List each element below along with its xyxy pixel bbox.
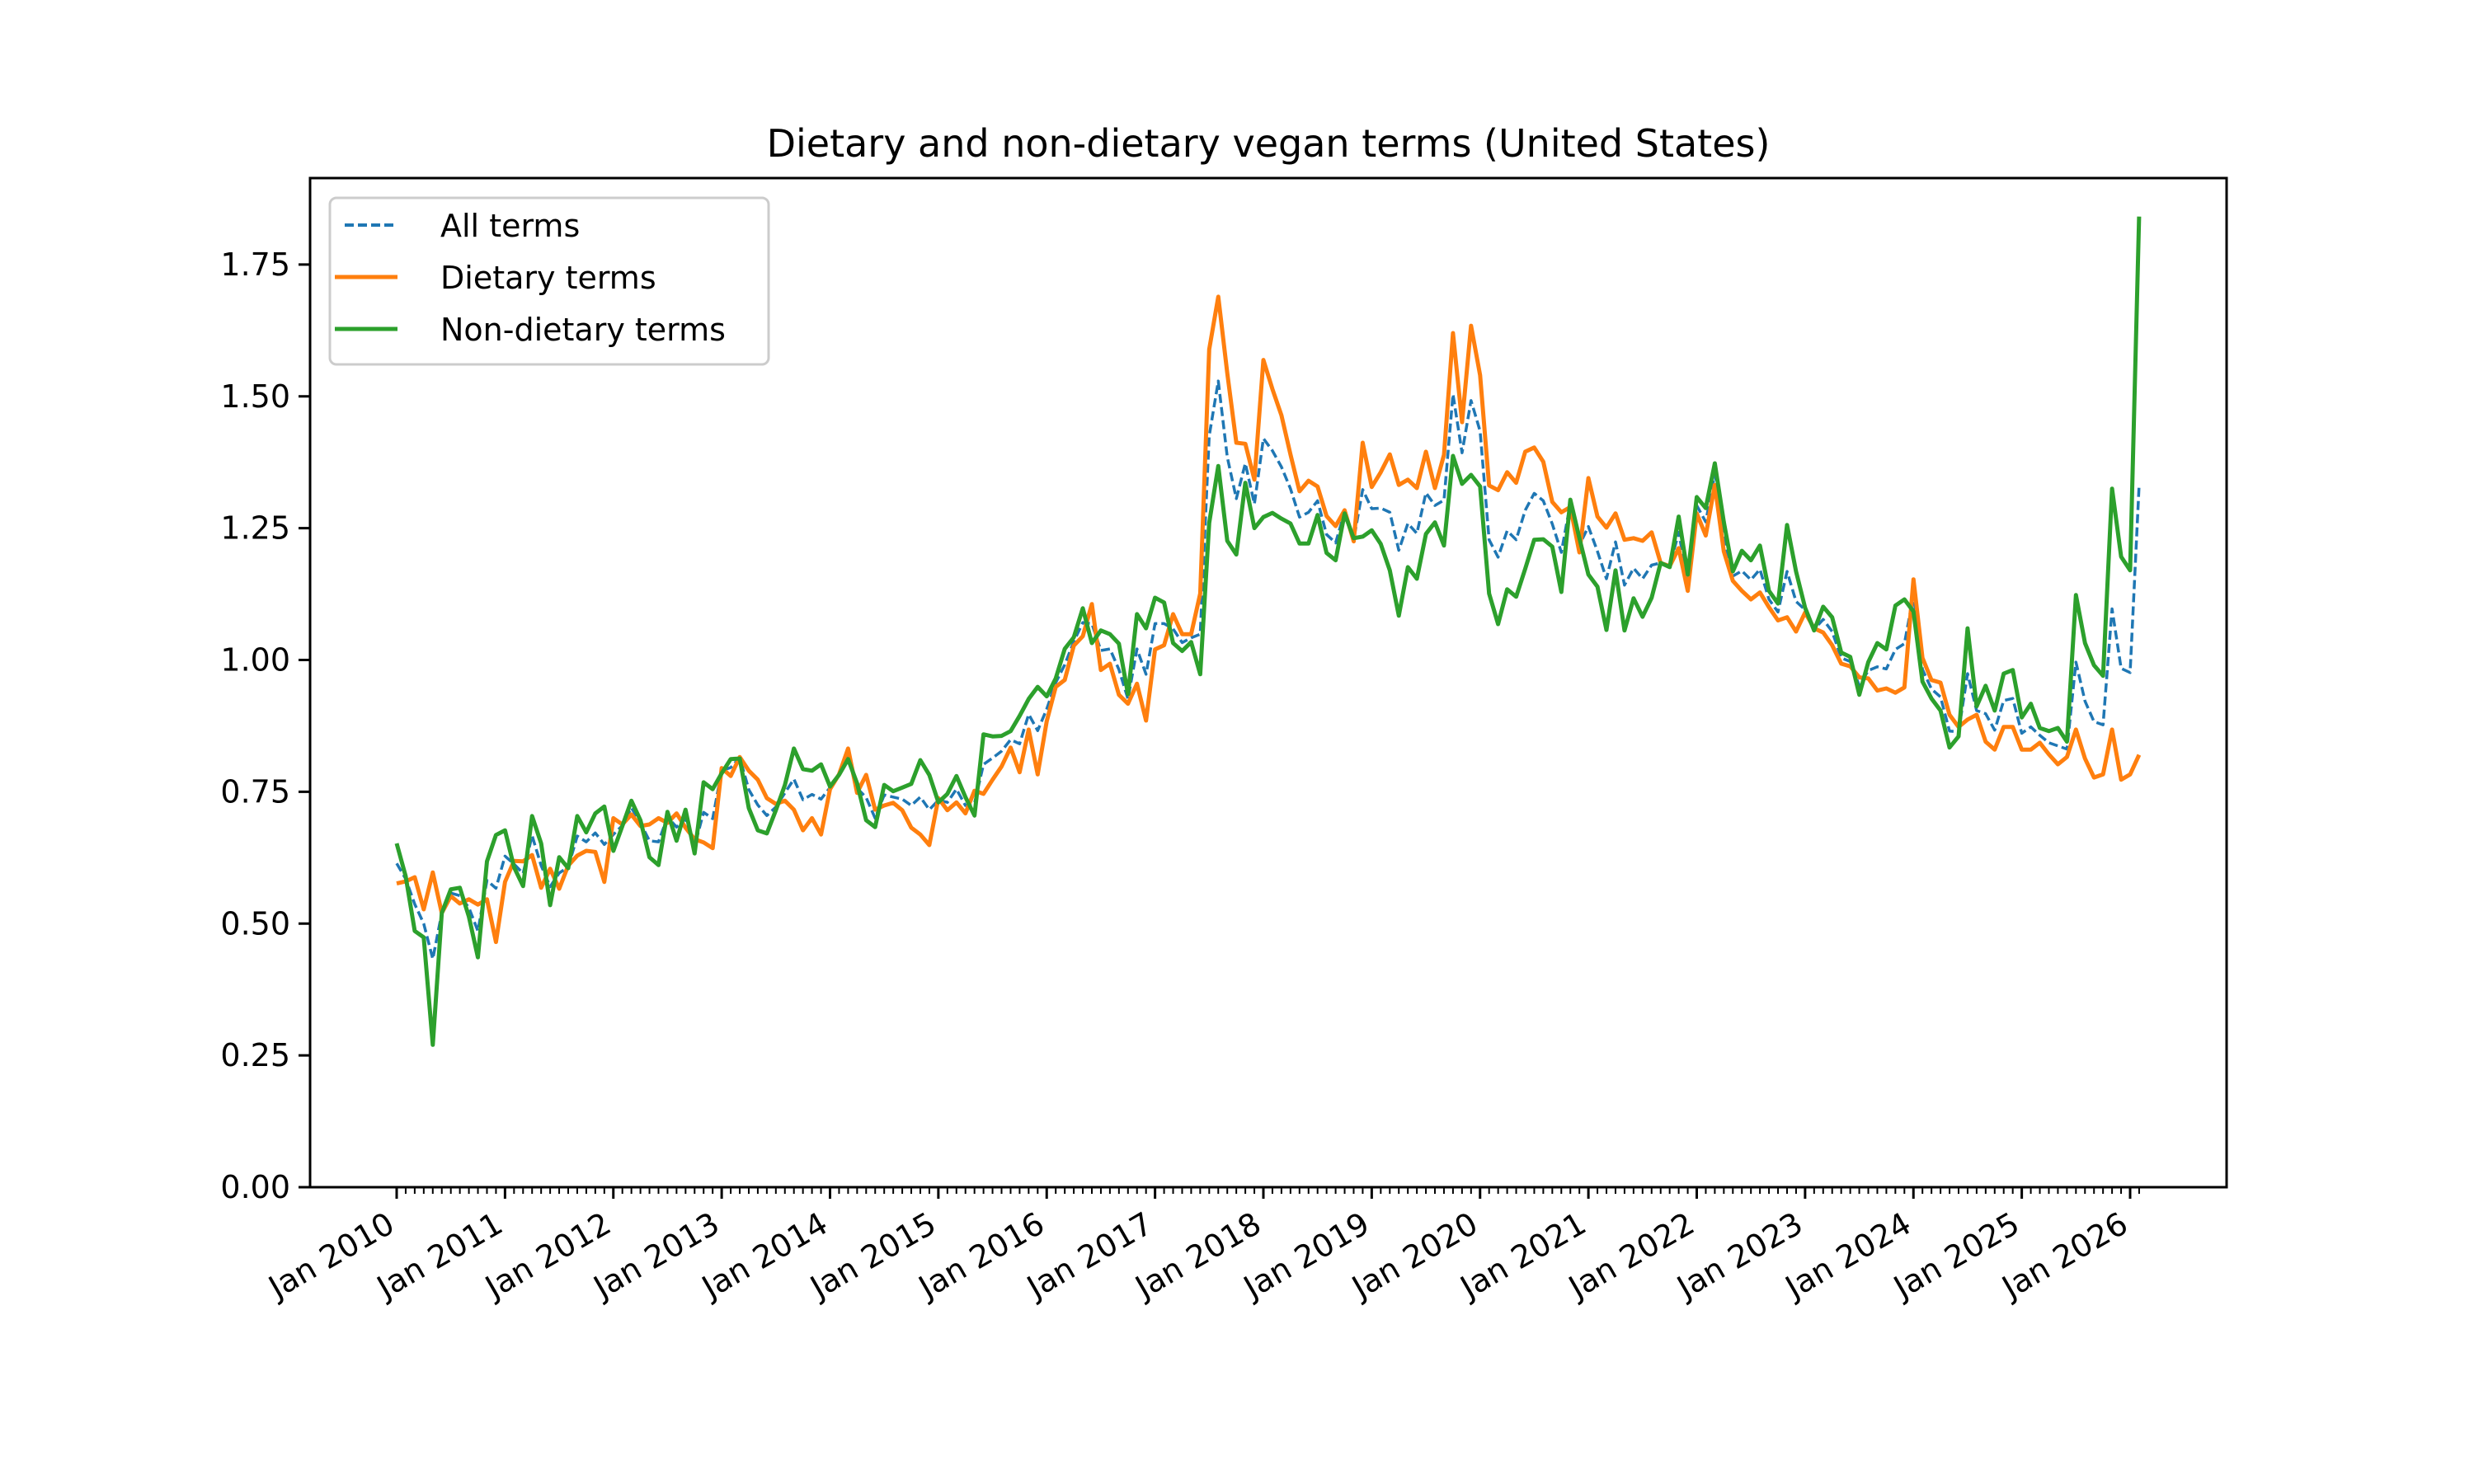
legend-label-all-terms: All terms [440, 208, 580, 244]
plot-area [394, 216, 2142, 1047]
y-tick-label: 0.75 [220, 773, 290, 810]
legend: All terms Dietary terms Non-dietary term… [328, 196, 770, 366]
y-tick-label: 0.50 [220, 905, 290, 942]
y-tick-label: 0.00 [220, 1169, 290, 1205]
legend-label-dietary-terms: Dietary terms [440, 260, 656, 296]
series-line-dietary-terms [396, 294, 2142, 945]
y-tick-label: 0.25 [220, 1037, 290, 1073]
legend-label-non-dietary-terms: Non-dietary terms [440, 312, 726, 348]
series-line-all-terms [395, 379, 2141, 960]
axes-frame [308, 176, 2228, 1189]
y-tick-label: 1.75 [220, 247, 290, 283]
chart-title: Dietary and non-dietary vegan terms (Uni… [767, 121, 1771, 166]
y-tick-label: 1.00 [220, 642, 290, 679]
y-axis: 0.00 0.25 0.50 0.75 1.00 1.25 1.50 1.75 [220, 247, 310, 1205]
series-line-non-dietary-terms [394, 216, 2142, 1047]
y-tick-label: 1.25 [220, 510, 290, 547]
y-tick-label: 1.50 [220, 378, 290, 415]
legend-box [328, 196, 770, 366]
